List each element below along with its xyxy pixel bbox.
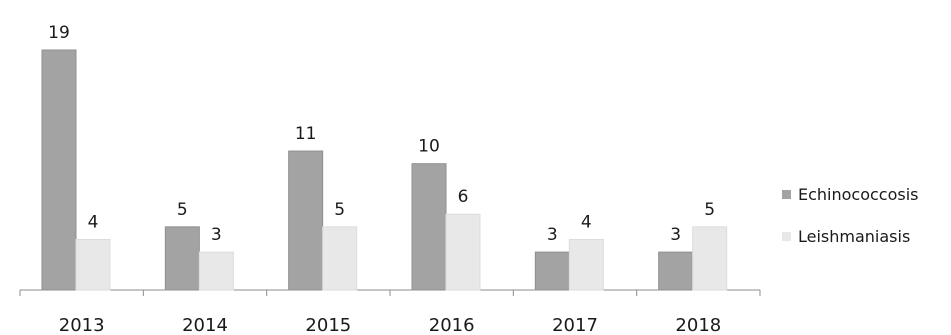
data-label: 10 (418, 137, 440, 157)
x-tick-label: 2016 (429, 315, 475, 335)
bar-echinococcosis (534, 251, 570, 291)
x-tick-label: 2015 (305, 315, 351, 335)
legend-label: Leishmaniasis (798, 227, 910, 246)
data-label: 4 (88, 212, 99, 232)
x-tick-label: 2017 (552, 315, 598, 335)
data-label: 3 (211, 225, 222, 245)
bar-echinococcosis (658, 251, 694, 291)
legend-swatch (782, 232, 791, 241)
data-label: 5 (704, 200, 715, 220)
bar-leishmaniasis (198, 251, 234, 291)
bar-leishmaniasis (445, 213, 481, 291)
legend-label: Echinococcosis (798, 185, 919, 204)
bar-echinococcosis (41, 49, 77, 291)
bar-leishmaniasis (692, 226, 728, 291)
data-label: 11 (295, 124, 317, 144)
x-tick-label: 2014 (182, 315, 228, 335)
x-tick-label: 2013 (59, 315, 105, 335)
bar-echinococcosis (288, 150, 324, 291)
data-label: 4 (581, 212, 592, 232)
bar-leishmaniasis (75, 238, 111, 291)
data-label: 3 (547, 225, 558, 245)
x-tick-label: 2018 (675, 315, 721, 335)
data-label: 19 (48, 23, 70, 43)
data-label: 5 (177, 200, 188, 220)
data-label: 5 (334, 200, 345, 220)
data-label: 6 (458, 187, 469, 207)
legend-swatch (782, 190, 791, 199)
bar-leishmaniasis (568, 238, 604, 291)
bar-leishmaniasis (322, 226, 358, 291)
bar-echinococcosis (164, 226, 200, 291)
bar-echinococcosis (411, 163, 447, 291)
data-label: 3 (670, 225, 681, 245)
